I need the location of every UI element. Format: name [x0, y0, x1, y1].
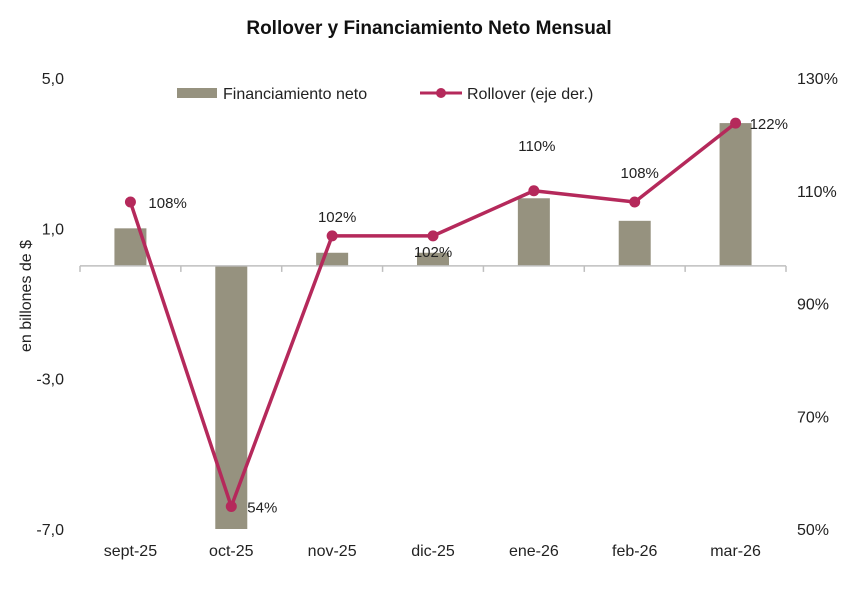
bar-financiamiento-oct-25	[215, 265, 248, 529]
rollover-data-label: 108%	[621, 165, 659, 182]
right-axis-tick: 50%	[797, 522, 829, 539]
rollover-data-label: 108%	[148, 195, 186, 212]
legend-marker-rollover	[436, 88, 446, 98]
bar-financiamiento-mar-26	[719, 123, 752, 266]
rollover-data-label: 122%	[750, 116, 788, 133]
legend-swatch-financiamiento	[177, 88, 217, 98]
legend-label-rollover: Rollover (eje der.)	[467, 86, 593, 103]
rollover-point-mar-26	[730, 117, 742, 129]
y-axis-label: en billones de $	[18, 240, 35, 352]
x-axis-tick: oct-25	[209, 543, 254, 560]
right-axis-tick: 110%	[797, 184, 837, 201]
x-axis-tick: sept-25	[104, 543, 157, 560]
x-axis-tick: ene-26	[509, 543, 559, 560]
left-axis-tick: -7,0	[36, 522, 64, 539]
rollover-point-oct-25	[225, 500, 237, 512]
left-axis-tick: 1,0	[42, 221, 64, 238]
bar-financiamiento-feb-26	[618, 220, 651, 266]
x-axis-tick: dic-25	[411, 543, 455, 560]
rollover-point-ene-26	[528, 185, 540, 197]
bar-financiamiento-ene-26	[517, 198, 550, 266]
rollover-point-dic-25	[427, 230, 439, 242]
rollover-data-label: 102%	[318, 209, 356, 226]
rollover-point-sept-25	[124, 196, 136, 208]
legend: Financiamiento neto Rollover (eje der.)	[177, 86, 593, 103]
left-axis-tick: 5,0	[42, 71, 64, 88]
x-axis-tick: nov-25	[308, 543, 357, 560]
legend-label-financiamiento: Financiamiento neto	[223, 86, 367, 103]
left-axis-tick: -3,0	[36, 372, 64, 389]
rollover-data-label: 102%	[414, 244, 452, 261]
rollover-point-feb-26	[629, 196, 641, 208]
bar-financiamiento-dic-25	[417, 252, 449, 266]
rollover-data-label: 54%	[247, 499, 277, 516]
right-axis-tick: 90%	[797, 297, 829, 314]
x-axis-tick: mar-26	[710, 543, 761, 560]
right-axis-tick: 70%	[797, 409, 829, 426]
chart-title: Rollover y Financiamiento Neto Mensual	[246, 18, 611, 39]
x-axis-tick: feb-26	[612, 543, 657, 560]
rollover-point-nov-25	[326, 230, 338, 242]
rollover-data-label: 110%	[518, 138, 555, 155]
right-axis-tick: 130%	[797, 71, 838, 88]
